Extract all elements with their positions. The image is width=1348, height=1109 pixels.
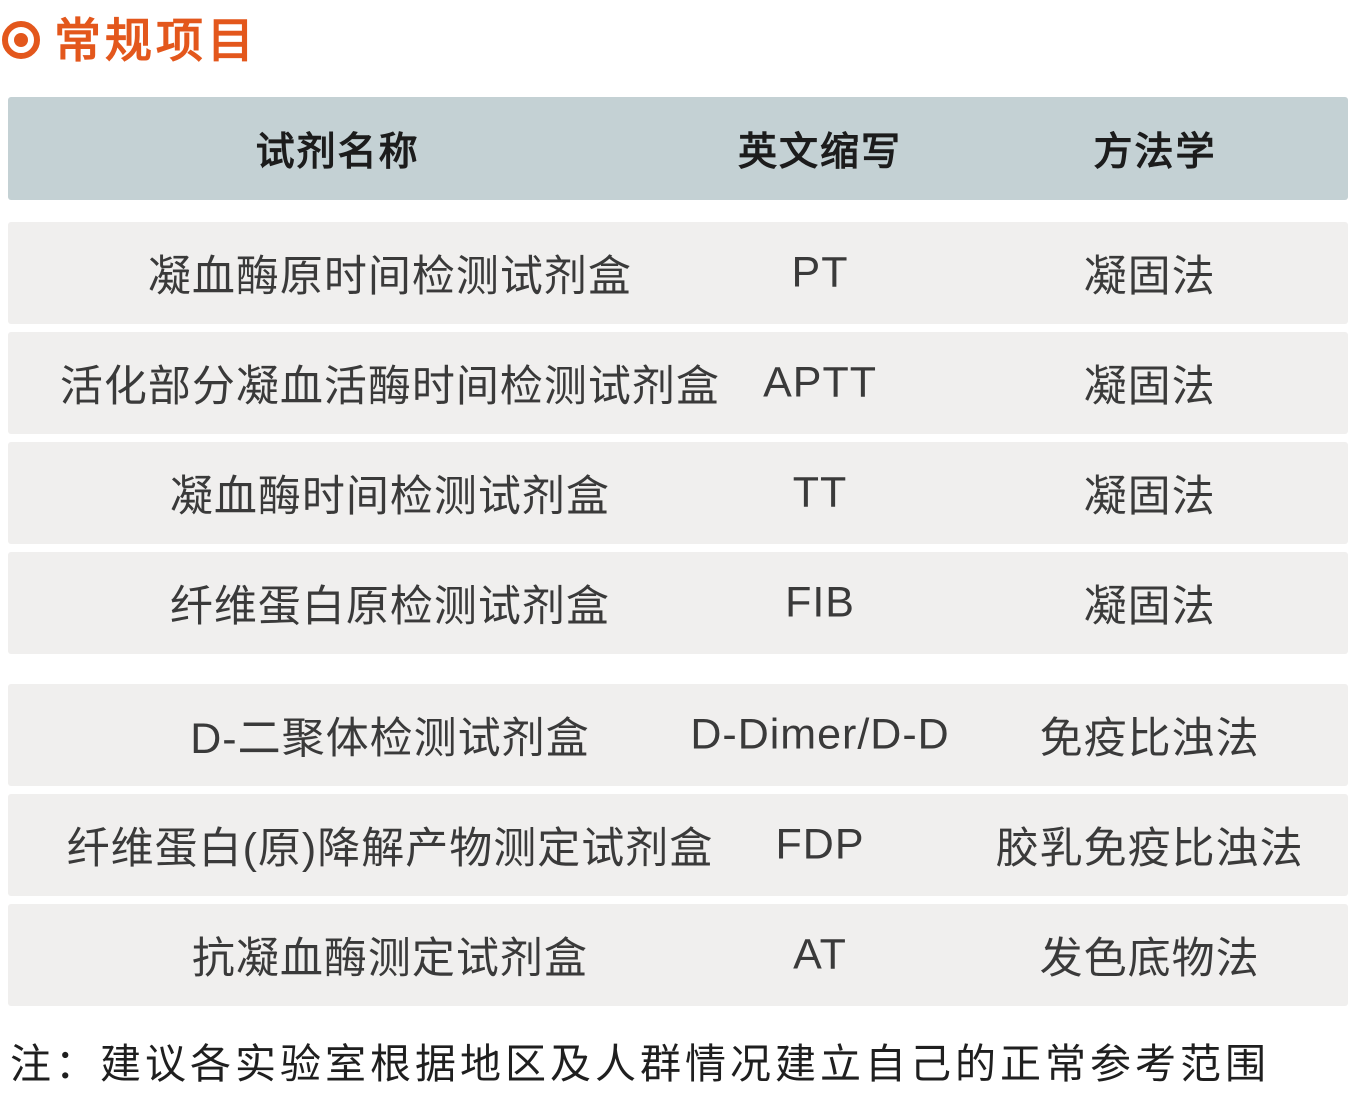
- header-cell-abbreviation: 英文缩写: [738, 130, 903, 174]
- cell-methodology: 凝固法: [1083, 473, 1216, 521]
- cell-reagent-name: 纤维蛋白(原)降解产物测定试剂盒: [66, 825, 714, 873]
- cell-abbreviation: D-Dimer/D-D: [690, 710, 950, 759]
- cell-reagent-name: 抗凝血酶测定试剂盒: [191, 935, 588, 983]
- footer-note: 注：建议各实验室根据地区及人群情况建立自己的正常参考范围: [10, 1040, 1270, 1088]
- table-row: 凝血酶原时间检测试剂盒 PT 凝固法: [8, 222, 1348, 324]
- cell-methodology: 免疫比浊法: [1039, 715, 1260, 763]
- cell-methodology: 凝固法: [1083, 363, 1216, 411]
- bullet-icon: [2, 21, 40, 59]
- section-title-row: 常规项目: [0, 0, 1348, 72]
- cell-reagent-name: D-二聚体检测试剂盒: [190, 715, 590, 763]
- table-row: 抗凝血酶测定试剂盒 AT 发色底物法: [8, 904, 1348, 1006]
- group-gap: [0, 662, 1348, 684]
- cell-methodology: 胶乳免疫比浊法: [995, 825, 1304, 873]
- cell-methodology: 凝固法: [1083, 583, 1216, 631]
- cell-reagent-name: 凝血酶时间检测试剂盒: [169, 473, 610, 521]
- cell-reagent-name: 纤维蛋白原检测试剂盒: [169, 583, 610, 631]
- table-row: D-二聚体检测试剂盒 D-Dimer/D-D 免疫比浊法: [8, 684, 1348, 786]
- cell-abbreviation: PT: [791, 248, 849, 297]
- cell-abbreviation: AT: [793, 930, 847, 979]
- cell-abbreviation: FIB: [785, 578, 855, 627]
- table-row: 凝血酶时间检测试剂盒 TT 凝固法: [8, 442, 1348, 544]
- reagent-table: 试剂名称 英文缩写 方法学 凝血酶原时间检测试剂盒 PT 凝固法 活化部分凝血活…: [0, 97, 1348, 1006]
- table-header: 试剂名称 英文缩写 方法学: [8, 97, 1348, 200]
- table-row: 纤维蛋白(原)降解产物测定试剂盒 FDP 胶乳免疫比浊法: [8, 794, 1348, 896]
- cell-abbreviation: TT: [792, 468, 848, 517]
- cell-methodology: 发色底物法: [1039, 935, 1260, 983]
- header-gap: [0, 200, 1348, 222]
- cell-abbreviation: FDP: [775, 820, 865, 869]
- cell-abbreviation: APTT: [763, 358, 877, 407]
- cell-methodology: 凝固法: [1083, 253, 1216, 301]
- header-cell-reagent-name: 试剂名称: [255, 130, 420, 174]
- cell-reagent-name: 凝血酶原时间检测试剂盒: [147, 253, 632, 301]
- page-title: 常规项目: [54, 13, 258, 67]
- header-cell-methodology: 方法学: [1093, 130, 1217, 174]
- table-row: 纤维蛋白原检测试剂盒 FIB 凝固法: [8, 552, 1348, 654]
- table-row: 活化部分凝血活酶时间检测试剂盒 APTT 凝固法: [8, 332, 1348, 434]
- cell-reagent-name: 活化部分凝血活酶时间检测试剂盒: [59, 363, 720, 411]
